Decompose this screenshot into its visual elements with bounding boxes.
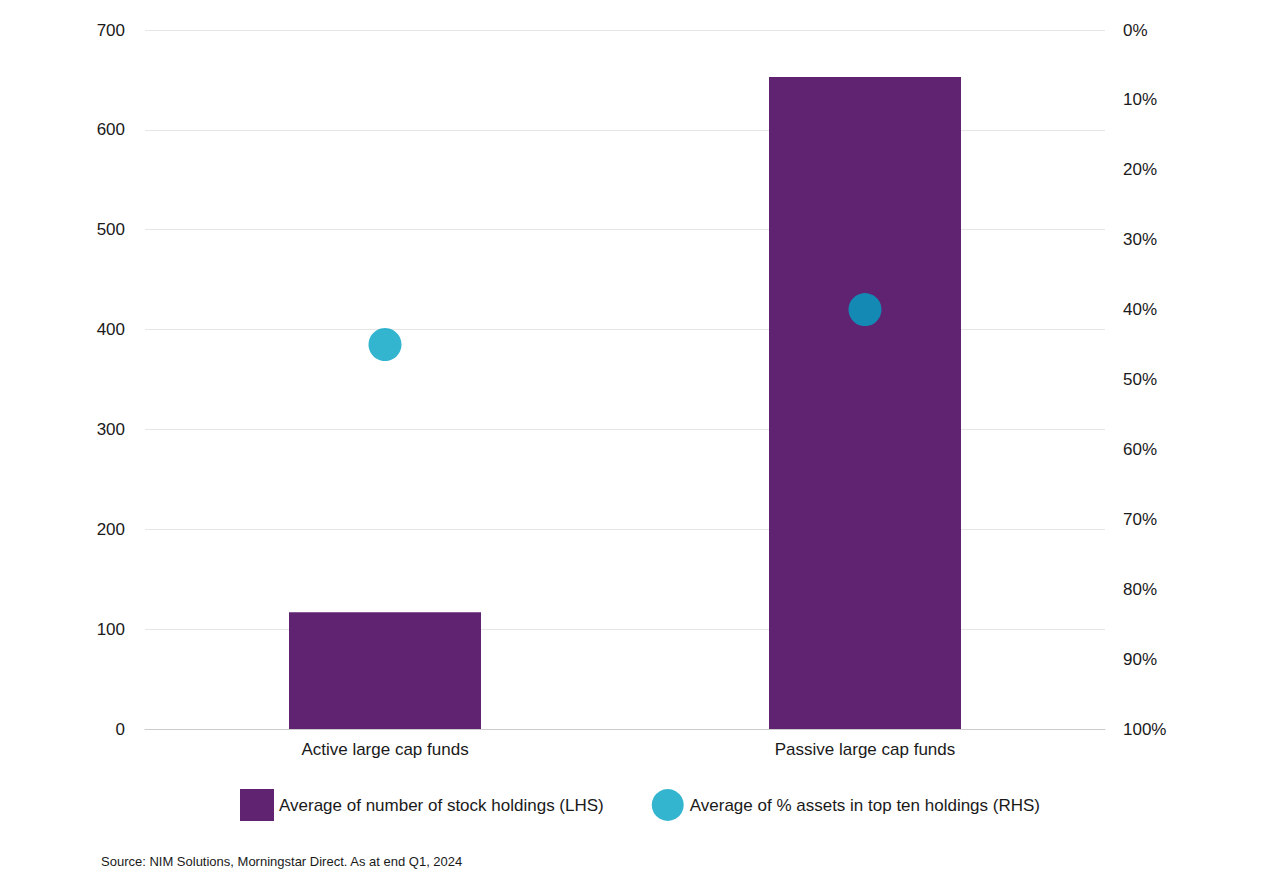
svg-text:700: 700 [97, 21, 125, 40]
svg-text:Active large cap funds: Active large cap funds [301, 740, 468, 759]
svg-text:90%: 90% [1123, 650, 1157, 669]
svg-text:100: 100 [97, 620, 125, 639]
svg-text:0: 0 [116, 720, 125, 739]
svg-text:80%: 80% [1123, 580, 1157, 599]
svg-text:400: 400 [97, 320, 125, 339]
svg-text:500: 500 [97, 220, 125, 239]
svg-text:Passive large cap funds: Passive large cap funds [775, 740, 956, 759]
svg-text:0%: 0% [1123, 21, 1148, 40]
svg-text:300: 300 [97, 420, 125, 439]
svg-text:600: 600 [97, 120, 125, 139]
svg-text:100%: 100% [1123, 720, 1166, 739]
svg-text:60%: 60% [1123, 440, 1157, 459]
svg-text:30%: 30% [1123, 230, 1157, 249]
svg-text:200: 200 [97, 520, 125, 539]
svg-text:40%: 40% [1123, 300, 1157, 319]
svg-text:Source: NIM Solutions, Morning: Source: NIM Solutions, Morningstar Direc… [101, 854, 462, 869]
svg-text:Average of number of stock hol: Average of number of stock holdings (LHS… [279, 796, 604, 815]
svg-text:50%: 50% [1123, 370, 1157, 389]
svg-text:Average of % assets in top ten: Average of % assets in top ten holdings … [690, 796, 1040, 815]
svg-text:20%: 20% [1123, 160, 1157, 179]
svg-text:70%: 70% [1123, 510, 1157, 529]
svg-text:10%: 10% [1123, 90, 1157, 109]
